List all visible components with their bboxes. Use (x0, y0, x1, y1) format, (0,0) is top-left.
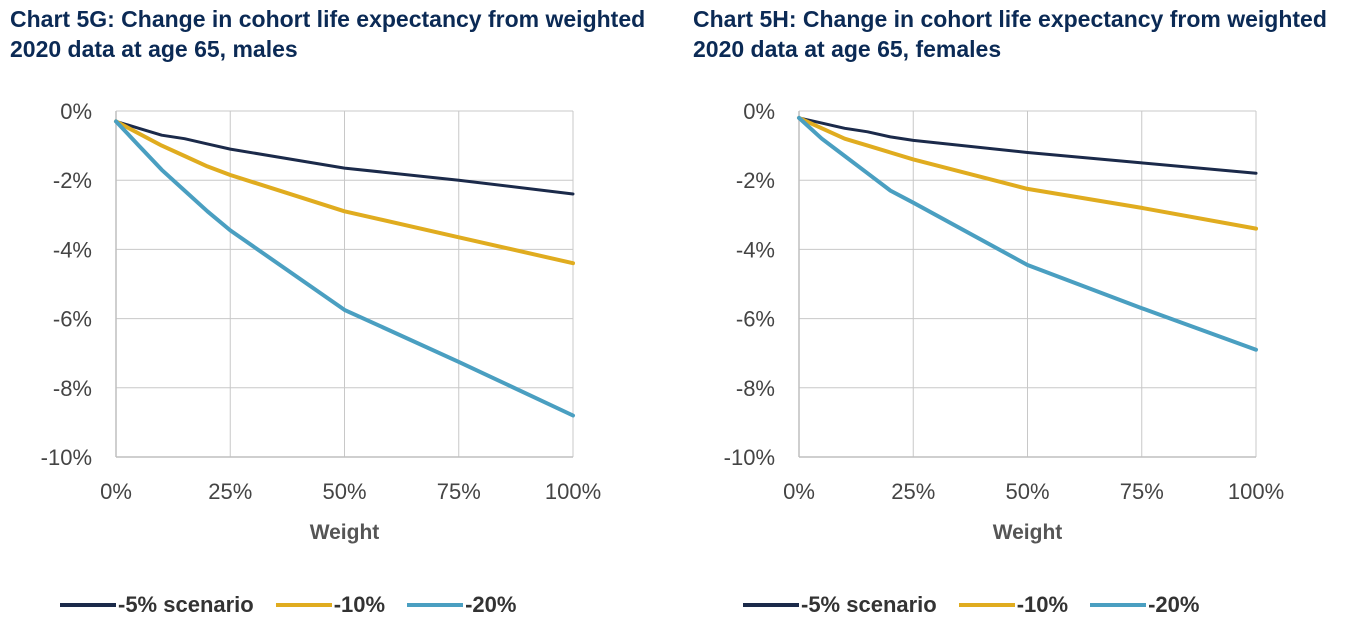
legend-label-5: -5% scenario (801, 592, 937, 617)
x-tick-label: 0% (100, 479, 132, 504)
legend-item-10: -10% (958, 592, 1069, 618)
chart-panel-males: 0% -2% -4% -6% -8% -10% 0% 25% 50% 75% 100% Weight … (10, 6, 646, 620)
x-tick-label: 100% (545, 479, 601, 504)
chart-5g-svg: 0% -2% -4% -6% -8% -10% 0% 25% 50% 75% 100% Weight (41, 99, 602, 544)
legend-label-20: -20% (1148, 592, 1200, 617)
y-tick-label: -6% (736, 307, 775, 332)
legend-5h: -5% scenario -10% -20% (743, 590, 1221, 620)
legend-item-10: -10% (275, 592, 386, 618)
legend-swatch-20 (407, 603, 464, 607)
series-line-5-scenario (797, 116, 1258, 175)
legend-swatch-5 (743, 603, 799, 607)
y-tick-label: -10% (41, 445, 92, 470)
chart-title-5h: Chart 5H: Change in cohort life expectan… (693, 6, 1327, 62)
series-line-20 (114, 119, 575, 418)
legend-label-10: -10% (1016, 592, 1069, 617)
chart-title-5g: Chart 5G: Change in cohort life expectan… (10, 6, 646, 62)
x-tick-label: 75% (1120, 479, 1164, 504)
x-axis-title: Weight (993, 521, 1063, 544)
legend-label-20: -20% (465, 592, 517, 617)
legend-swatch-5 (60, 603, 116, 607)
legend-swatch-10 (958, 603, 1015, 607)
x-tick-label: 50% (322, 479, 366, 504)
y-tick-label: -8% (736, 376, 775, 401)
series-line-10 (114, 119, 575, 266)
series-line-20 (797, 115, 1258, 352)
x-tick-label: 0% (783, 479, 815, 504)
series-line-10 (797, 115, 1258, 231)
series-line-5-scenario (114, 119, 575, 196)
x-tick-label: 50% (1005, 479, 1049, 504)
legend-item-5-scenario: -5% scenario (743, 592, 937, 618)
legend-item-5-scenario: -5% scenario (60, 592, 254, 618)
y-tick-label: -2% (53, 168, 92, 193)
legend-5g: -5% scenario -10% -20% (60, 590, 538, 620)
legend-swatch-10 (275, 603, 332, 607)
y-tick-label: -4% (736, 237, 775, 262)
legend-item-20: -20% (1090, 592, 1199, 618)
legend-swatch-20 (1090, 603, 1147, 607)
y-tick-label: -2% (736, 168, 775, 193)
x-tick-label: 75% (437, 479, 481, 504)
chart-5h-svg: 0% -2% -4% -6% -8% -10% 0% 25% 50% 75% 100% Weight (724, 99, 1285, 544)
y-tick-label: -10% (724, 445, 775, 470)
legend-label-5: -5% scenario (118, 592, 254, 617)
x-tick-label: 100% (1228, 479, 1284, 504)
y-tick-label: 0% (743, 99, 775, 124)
legend-item-20: -20% (407, 592, 516, 618)
x-tick-label: 25% (891, 479, 935, 504)
x-tick-label: 25% (208, 479, 252, 504)
chart-panel-females: 0% -2% -4% -6% -8% -10% 0% 25% 50% 75% 100% Weight … (683, 0, 1360, 638)
y-tick-label: -4% (53, 237, 92, 262)
y-tick-label: -6% (53, 307, 92, 332)
y-tick-label: 0% (60, 99, 92, 124)
y-tick-label: -8% (53, 376, 92, 401)
x-axis-title: Weight (310, 521, 380, 544)
legend-label-10: -10% (333, 592, 386, 617)
